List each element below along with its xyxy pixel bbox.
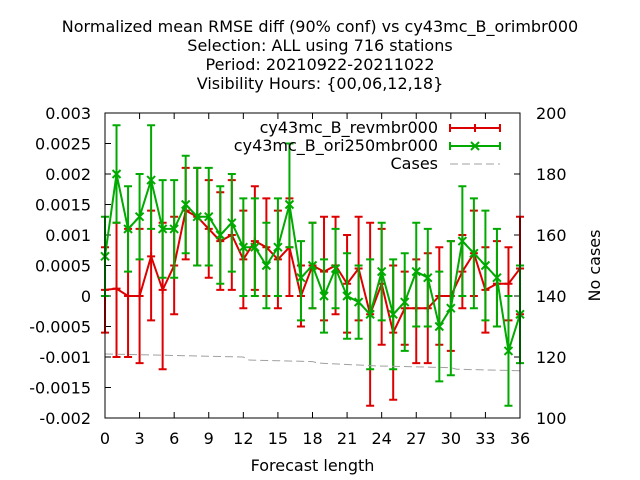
data-point bbox=[273, 242, 283, 252]
data-point bbox=[504, 279, 513, 288]
data-point bbox=[135, 292, 144, 300]
data-point bbox=[503, 346, 514, 356]
y2-axis-title: No cases bbox=[585, 230, 604, 302]
data-point bbox=[284, 199, 295, 210]
legend-label: cy43mc_B_ori250mbr000 bbox=[234, 136, 438, 156]
data-point bbox=[123, 224, 133, 234]
data-point bbox=[238, 242, 249, 252]
data-point bbox=[388, 309, 398, 320]
data-point bbox=[124, 292, 133, 300]
data-point bbox=[134, 211, 145, 222]
y-tick-label: -0.0005 bbox=[29, 318, 91, 337]
x-tick-label: 15 bbox=[268, 429, 288, 448]
y-tick-label: 0.0015 bbox=[35, 196, 91, 215]
y-axis-ticks: -0.002 -0.0015 -0.001 -0.0005 0 0.0005 0.001 0.… bbox=[29, 104, 111, 428]
data-point bbox=[261, 260, 272, 271]
data-point bbox=[469, 248, 479, 259]
data-point bbox=[411, 266, 421, 277]
data-point bbox=[112, 284, 121, 293]
error-bar bbox=[285, 142, 294, 249]
error-bar bbox=[412, 221, 421, 328]
title-line: Visibility Hours: {00,06,12,18} bbox=[197, 74, 444, 93]
data-point bbox=[192, 211, 202, 222]
series-cy43mc_B_ori250mbr000 bbox=[100, 124, 525, 407]
y-tick-label: 0.0005 bbox=[35, 257, 91, 276]
title-line: Normalized mean RMSE diff (90% conf) vs … bbox=[62, 17, 578, 37]
x-tick-label: 6 bbox=[169, 429, 179, 448]
data-point bbox=[457, 236, 468, 246]
series-Cases bbox=[104, 353, 521, 372]
title-line: Selection: ALL using 716 stations bbox=[187, 36, 452, 55]
y-tick-label: 0.002 bbox=[45, 165, 91, 184]
data-point bbox=[157, 224, 168, 234]
data-point bbox=[204, 211, 214, 222]
y2-tick-label: 100 bbox=[536, 409, 567, 428]
x-tick-label: 21 bbox=[337, 429, 357, 448]
y2-tick-label: 160 bbox=[536, 226, 567, 245]
x-tick-label: 12 bbox=[233, 429, 253, 448]
data-point bbox=[296, 272, 306, 283]
x-axis-title: Forecast length bbox=[251, 456, 375, 475]
y2-tick-label: 120 bbox=[536, 348, 567, 367]
cases-line bbox=[104, 353, 521, 372]
data-point bbox=[400, 297, 410, 307]
data-point bbox=[471, 124, 479, 132]
legend-label: cy43mc_B_revmbr000 bbox=[260, 118, 438, 138]
y2-tick-label: 140 bbox=[536, 287, 567, 306]
x-tick-label: 30 bbox=[441, 429, 461, 448]
data-point bbox=[307, 260, 318, 271]
x-tick-label: 24 bbox=[371, 429, 391, 448]
y-tick-label: -0.001 bbox=[39, 348, 91, 367]
y-tick-label: 0.0025 bbox=[35, 135, 91, 154]
data-point bbox=[169, 224, 179, 234]
data-point bbox=[319, 291, 329, 301]
x-axis-ticks: 0 3 6 9 12 15 18 21 24 27 30 33 36 bbox=[100, 113, 530, 448]
x-tick-label: 18 bbox=[302, 429, 322, 448]
data-point bbox=[111, 169, 122, 179]
data-point bbox=[215, 230, 225, 240]
data-point bbox=[492, 272, 502, 283]
y-tick-label: -0.0015 bbox=[29, 379, 91, 398]
data-point bbox=[365, 309, 375, 320]
x-tick-label: 9 bbox=[204, 429, 214, 448]
data-point bbox=[146, 175, 156, 185]
y2-tick-label: 200 bbox=[536, 104, 567, 123]
y-tick-label: 0.001 bbox=[45, 226, 91, 245]
data-point bbox=[180, 199, 191, 210]
data-point bbox=[353, 297, 364, 307]
data-point bbox=[480, 260, 491, 271]
data-point bbox=[446, 303, 456, 313]
y-tick-label: 0.003 bbox=[45, 104, 91, 123]
data-point bbox=[470, 141, 480, 151]
data-point bbox=[158, 285, 167, 294]
chart-title: Normalized mean RMSE diff (90% conf) vs … bbox=[62, 17, 578, 93]
data-point bbox=[342, 291, 352, 301]
data-point bbox=[147, 252, 156, 261]
y2-axis-ticks: 100 120 140 160 180 200 bbox=[514, 104, 567, 428]
y2-tick-label: 180 bbox=[536, 165, 567, 184]
data-point bbox=[376, 266, 387, 277]
data-point bbox=[227, 218, 237, 228]
data-point bbox=[330, 263, 341, 274]
data-point bbox=[423, 272, 433, 283]
x-tick-label: 3 bbox=[134, 429, 144, 448]
chart-series bbox=[100, 124, 525, 407]
y-tick-label: -0.002 bbox=[39, 409, 91, 428]
x-tick-label: 27 bbox=[406, 429, 426, 448]
x-tick-label: 0 bbox=[100, 429, 110, 448]
x-tick-label: 33 bbox=[475, 429, 495, 448]
y-tick-label: 0 bbox=[81, 287, 91, 306]
error-bar bbox=[296, 240, 305, 322]
data-point bbox=[434, 321, 445, 332]
plot-frame bbox=[104, 112, 521, 419]
data-point bbox=[250, 242, 260, 252]
x-tick-label: 36 bbox=[510, 429, 530, 448]
legend: cy43mc_B_revmbr000cy43mc_B_ori250mbr000C… bbox=[234, 118, 501, 173]
title-line: Period: 20210922-20211022 bbox=[205, 55, 434, 74]
legend-label: Cases bbox=[391, 154, 439, 173]
